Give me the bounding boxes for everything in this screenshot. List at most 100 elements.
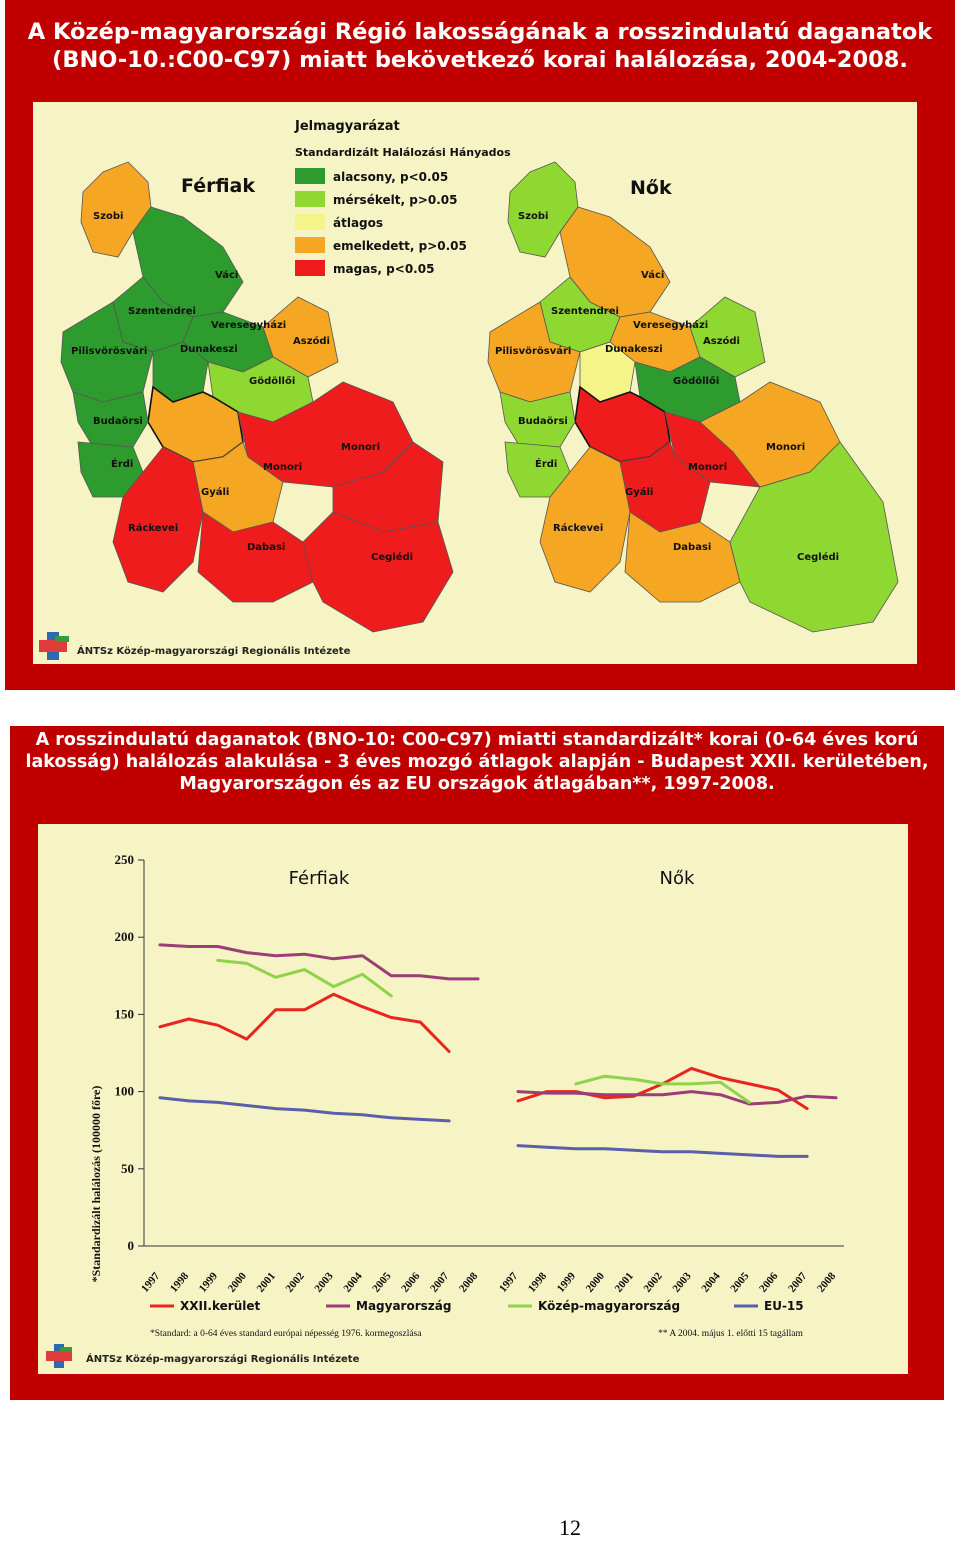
- men-label-veresegyhazi: Veresegyházi: [211, 319, 286, 331]
- x-tick-label: 2002: [284, 1270, 308, 1295]
- y-axis-label: *Standardizált halálozás (100000 főre): [89, 1086, 103, 1283]
- men-label-monori2: Monori: [263, 462, 302, 473]
- women-label-budaorsi: Budaörsi: [518, 416, 568, 427]
- region-rackevei-women: [539, 446, 631, 593]
- legend-label-average: átlagos: [333, 216, 383, 230]
- chart-panel: A rosszindulatú daganatok (BNO-10: C00-C…: [10, 726, 944, 1400]
- women-label-dunakeszi: Dunakeszi: [605, 344, 663, 355]
- women-label-erdi: Érdi: [535, 457, 557, 470]
- women-heading: Nők: [630, 177, 672, 199]
- region-szobi-men: [80, 161, 152, 258]
- map-logo: ÁNTSz Közép-magyarországi Regionális Int…: [39, 632, 351, 660]
- map-logo-text: ÁNTSz Közép-magyarországi Regionális Int…: [77, 644, 351, 657]
- women-label-aszodi: Aszódi: [703, 335, 740, 347]
- legend-title: Jelmagyarázat: [294, 119, 400, 134]
- region-budaorsi-men: [72, 391, 149, 448]
- x-tick-label: 2000: [226, 1270, 250, 1295]
- legend-label-1: Magyarország: [356, 1299, 451, 1313]
- men-label-aszodi: Aszódi: [293, 335, 330, 347]
- y-tick-label: 200: [115, 929, 135, 944]
- legend-label-low: alacsony, p<0.05: [333, 170, 448, 184]
- series-line-1-1: [516, 1090, 838, 1106]
- x-tick-label: 2000: [584, 1270, 608, 1295]
- region-rackevei-men: [112, 446, 204, 593]
- map-panel: A Közép-magyarországi Régió lakosságának…: [5, 0, 955, 690]
- region-szobi-women: [507, 161, 579, 258]
- legend-label-high: magas, p<0.05: [333, 262, 434, 276]
- x-tick-label: 1999: [197, 1270, 221, 1295]
- x-tick-label: 2003: [670, 1270, 694, 1295]
- x-axis-ticks: 1997 1998 1999 2000 2001 2002 2003 2004 2005 2006…: [139, 1270, 839, 1295]
- chart-svg: *Standardizált halálozás (100000 főre) 0…: [46, 852, 844, 1368]
- y-tick-label: 100: [115, 1084, 135, 1099]
- x-tick-label: 2008: [457, 1270, 481, 1295]
- series-line-0-0: [158, 992, 451, 1053]
- y-axis-ticks: 0 50 100 150 200 250: [115, 852, 144, 1253]
- legend-label-elevated: emelkedett, p>0.05: [333, 239, 467, 253]
- y-tick-label: 0: [128, 1238, 135, 1253]
- men-label-dunakeszi: Dunakeszi: [180, 344, 238, 355]
- region-ceglédi-women: [729, 441, 899, 633]
- men-label-ceglédi: Ceglédi: [371, 551, 413, 563]
- x-tick-label: 2004: [699, 1270, 723, 1295]
- series-lines: [158, 943, 838, 1158]
- x-tick-label: 1997: [497, 1270, 521, 1295]
- map-svg: Férfiak Szobi Váci Szentendrei Veresegyh…: [39, 119, 899, 660]
- legend-swatch-average: [295, 214, 325, 230]
- chart-logo: ÁNTSz Közép-magyarországi Regionális Int…: [46, 1344, 360, 1368]
- map-legend: Jelmagyarázat Standardizált Halálozási H…: [294, 119, 511, 276]
- x-tick-label: 2004: [341, 1270, 365, 1295]
- women-label-szentendrei: Szentendrei: [551, 306, 619, 317]
- panel-headings: Férfiak Nők: [289, 868, 695, 889]
- y-tick-label: 250: [115, 852, 135, 867]
- women-label-godolloi: Gödöllői: [673, 375, 719, 387]
- women-label-ceglédi: Ceglédi: [797, 551, 839, 563]
- series-line-0-2: [216, 958, 393, 998]
- page-number: 12: [559, 1515, 581, 1540]
- legend-swatch-moderate: [295, 191, 325, 207]
- map-title-line1: A Közép-magyarországi Régió lakosságának…: [27, 19, 933, 45]
- x-tick-label: 2006: [757, 1270, 781, 1295]
- x-tick-label: 2005: [728, 1270, 752, 1295]
- x-tick-label: 1997: [139, 1270, 163, 1295]
- women-label-szobi: Szobi: [518, 211, 548, 222]
- men-map: Férfiak Szobi Váci Szentendrei Veresegyh…: [60, 161, 454, 633]
- legend-label-3: EU-15: [764, 1299, 804, 1313]
- chart-title-line3: Magyarországon és az EU országok átlagáb…: [179, 773, 775, 794]
- men-label-erdi: Érdi: [111, 457, 133, 470]
- region-ceglédi-men: [302, 511, 454, 633]
- chart-legend: XXII.kerület Magyarország Közép-magyarorsz…: [150, 1299, 804, 1313]
- map-title-line2: (BNO-10.:C00-C97) miatt bekövetkező kora…: [52, 47, 908, 74]
- women-label-dabasi: Dabasi: [673, 542, 711, 553]
- men-label-dabasi: Dabasi: [247, 542, 285, 553]
- chart-title-line2: lakosság) halálozás alakulása - 3 éves m…: [25, 751, 929, 772]
- panel-heading-0: Férfiak: [289, 868, 350, 889]
- men-label-rackevei: Ráckevei: [128, 522, 178, 534]
- chart-logo-text: ÁNTSz Közép-magyarországi Regionális Int…: [86, 1352, 360, 1365]
- men-label-budaorsi: Budaörsi: [93, 416, 143, 427]
- legend-label-2: Közép-magyarország: [538, 1299, 680, 1313]
- series-line-1-3: [516, 1144, 809, 1158]
- legend-swatch-low: [295, 168, 325, 184]
- x-tick-label: 2001: [613, 1270, 636, 1295]
- y-tick-label: 50: [121, 1161, 134, 1176]
- chart-title: A rosszindulatú daganatok (BNO-10: C00-C…: [16, 730, 938, 796]
- chart-note-left: *Standard: a 0-64 éves standard európai …: [150, 1329, 422, 1339]
- men-label-szobi: Szobi: [93, 211, 123, 222]
- men-label-vaci: Váci: [215, 269, 238, 281]
- legend-label-moderate: mérsékelt, p>0.05: [333, 193, 457, 207]
- men-label-godolloi: Gödöllői: [249, 375, 295, 387]
- men-heading: Férfiak: [181, 175, 255, 197]
- women-label-gyali: Gyáli: [625, 486, 653, 498]
- men-label-monori1: Monori: [341, 442, 380, 453]
- men-label-gyali: Gyáli: [201, 486, 229, 498]
- men-label-szentendrei: Szentendrei: [128, 306, 196, 317]
- x-tick-label: 2008: [815, 1270, 839, 1295]
- women-label-monori2: Monori: [688, 462, 727, 473]
- legend-swatch-high: [295, 260, 325, 276]
- x-tick-label: 2003: [312, 1270, 336, 1295]
- women-label-rackevei: Ráckevei: [553, 522, 603, 534]
- map-title: A Közép-magyarországi Régió lakosságának…: [15, 18, 945, 74]
- series-line-0-1: [158, 943, 480, 981]
- women-label-veresegyhazi: Veresegyházi: [633, 319, 708, 331]
